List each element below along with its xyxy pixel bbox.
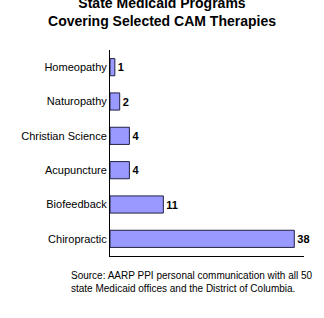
svg-text:38: 38	[297, 233, 309, 245]
svg-text:4: 4	[132, 164, 139, 176]
svg-text:Naturopathy: Naturopathy	[47, 95, 107, 107]
svg-text:Source: AARP PPI personal comm: Source: AARP PPI personal communication …	[71, 270, 312, 294]
svg-text:11: 11	[166, 199, 178, 211]
svg-text:Biofeedback: Biofeedback	[46, 198, 107, 210]
svg-text:Christian Science: Christian Science	[21, 130, 107, 142]
svg-text:Chiropractic: Chiropractic	[48, 233, 107, 245]
svg-text:Acupuncture: Acupuncture	[45, 164, 107, 176]
svg-text:4: 4	[132, 130, 139, 142]
svg-text:Homeopathy: Homeopathy	[44, 61, 107, 73]
svg-text:1: 1	[118, 61, 124, 73]
svg-text:State Medicaid ProgramsCoverin: State Medicaid ProgramsCovering Selected…	[48, 0, 276, 29]
svg-text:2: 2	[123, 96, 129, 108]
